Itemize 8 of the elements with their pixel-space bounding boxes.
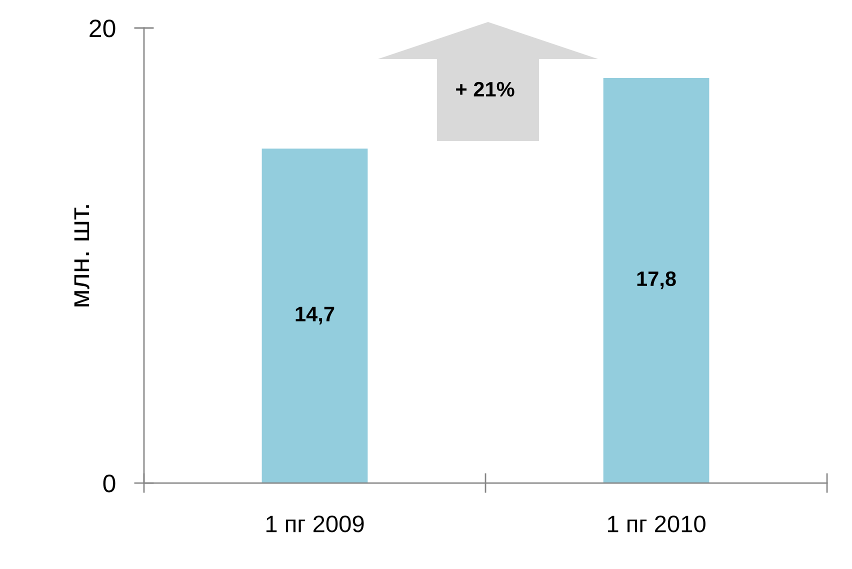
x-tick-label: 1 пг 2010: [608, 516, 706, 532]
x-tick-label: 1 пг 2009: [266, 516, 364, 532]
y-axis-title: млн. шт.: [74, 205, 90, 306]
y-tick-label: 0: [103, 474, 116, 492]
data-label: 17,8: [637, 271, 676, 290]
y-tick-label: 20: [90, 20, 116, 38]
data-label: 14,7: [296, 306, 334, 324]
annotation: + 21%: [456, 82, 514, 97]
